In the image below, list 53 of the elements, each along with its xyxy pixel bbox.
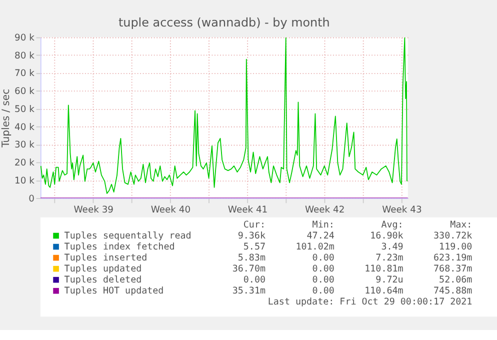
text: Min: (312, 219, 334, 230)
text: 9.36k (238, 230, 266, 242)
x-tick-label: Week 43 (382, 204, 422, 216)
y-tick-label: 40 k (14, 122, 36, 133)
y-axis-title: Tuples / sec (1, 88, 12, 148)
legend-label: Tuples inserted (64, 252, 148, 264)
text: 7.23m (376, 252, 404, 264)
y-tick-label: 80 k (14, 50, 36, 62)
x-tick-label: Week 39 (74, 204, 114, 216)
y-tick-label: 30 k (14, 140, 36, 151)
text: 110.64m (364, 286, 404, 297)
text: 16.90k (370, 230, 404, 242)
text: 36.70m (232, 264, 266, 275)
text: 110.81m (364, 264, 404, 275)
chart-title: tuple access (wannadb) - by month (118, 15, 330, 30)
y-tick-label: 70 k (14, 68, 36, 80)
x-tick-label: Week 42 (304, 204, 345, 216)
text: 52.06m (439, 274, 473, 286)
legend-label: Tuples updated (64, 264, 142, 275)
line-series (40, 37, 408, 194)
text: 101.02m (296, 242, 335, 253)
text: 0.00 (312, 264, 334, 275)
text: 623.19m (434, 252, 473, 264)
y-tick-label: 0 (28, 193, 35, 204)
y-tick-label: 10 k (14, 175, 36, 186)
text: 0.00 (312, 252, 334, 264)
text: 745.88m (434, 286, 473, 297)
text: 35.31m (232, 286, 266, 297)
text: 47.24 (306, 230, 335, 242)
legend-label: Tuples index fetched (64, 242, 175, 253)
text: 5.83m (238, 252, 266, 264)
text: 0.00 (243, 274, 266, 286)
text: Avg: (381, 219, 404, 230)
text: Cur: (243, 219, 266, 230)
y-tick-label: 20 k (14, 158, 36, 169)
text: 0.00 (312, 274, 334, 286)
text: 5.57 (243, 242, 266, 253)
legend-label: Tuples HOT updated (64, 286, 164, 297)
text: 119.00 (439, 242, 472, 253)
y-tick-label: 60 k (14, 86, 36, 98)
text: 0.00 (312, 286, 334, 297)
text: 9.72u (376, 274, 404, 286)
text: 768.37m (434, 264, 473, 275)
text: Last update: Fri Oct 29 00:00:17 2021 (268, 296, 472, 308)
text: 330.72k (434, 230, 473, 242)
x-tick-label: Week 41 (228, 204, 268, 216)
text: Max: (450, 219, 472, 230)
legend-label: Tuples sequentally read (64, 230, 192, 242)
x-tick-label: Week 40 (150, 204, 191, 216)
legend-label: Tuples deleted (64, 274, 142, 286)
y-tick-label: 90 k (14, 32, 36, 44)
y-tick-label: 50 k (14, 104, 36, 115)
text: 3.49 (381, 242, 404, 253)
